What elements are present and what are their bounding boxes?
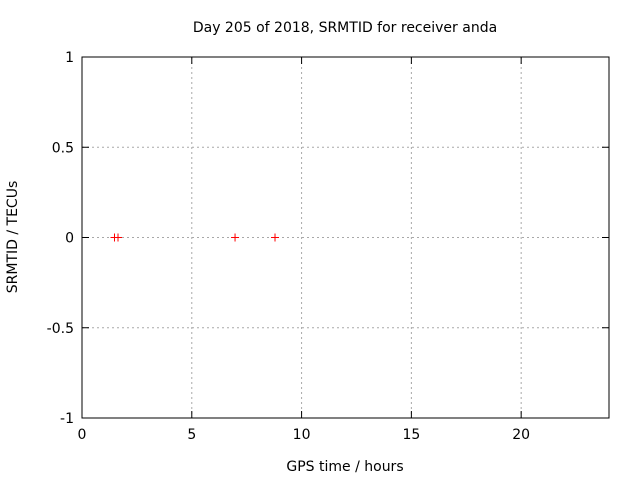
x-tick-label: 0 — [78, 427, 87, 443]
x-tick-label: 10 — [293, 427, 311, 443]
x-tick-label: 5 — [187, 427, 196, 443]
y-axis-label: SRMTID / TECUs — [5, 181, 21, 294]
y-tick-label: -0.5 — [47, 321, 74, 337]
x-axis-label: GPS time / hours — [286, 459, 403, 475]
y-tick-label: -1 — [60, 411, 74, 427]
data-point-marker — [231, 233, 240, 242]
y-tick-label: 0 — [65, 231, 74, 247]
y-tick-label: 0.5 — [52, 140, 74, 156]
x-tick-label: 20 — [512, 427, 530, 443]
chart-title: Day 205 of 2018, SRMTID for receiver and… — [193, 20, 497, 36]
data-point-marker — [271, 233, 280, 242]
x-tick-label: 15 — [402, 427, 420, 443]
plot-area: 0 5 10 15 20 -1 -0.5 0 0.5 1 — [47, 50, 610, 443]
y-tick-label: 1 — [65, 50, 74, 66]
data-point-marker — [114, 233, 123, 242]
plot-border — [81, 56, 610, 419]
